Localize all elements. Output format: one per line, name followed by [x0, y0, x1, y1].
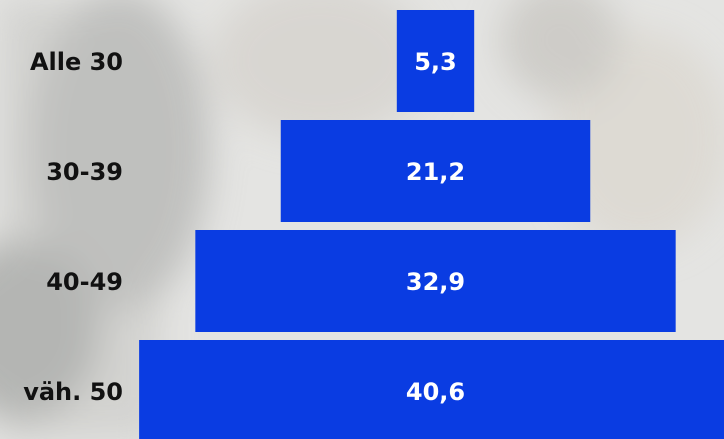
- bar: [396, 10, 475, 112]
- bar: [195, 230, 676, 332]
- category-label: Alle 30: [30, 48, 123, 76]
- bar: [139, 340, 724, 439]
- category-label: 30-39: [46, 158, 123, 186]
- category-label: 40-49: [46, 268, 123, 296]
- value-label: 32,9: [406, 268, 465, 296]
- value-label: 21,2: [406, 158, 465, 186]
- value-label: 40,6: [406, 378, 465, 406]
- bar: [280, 120, 591, 222]
- value-label: 5,3: [414, 48, 457, 76]
- category-label: väh. 50: [23, 378, 123, 406]
